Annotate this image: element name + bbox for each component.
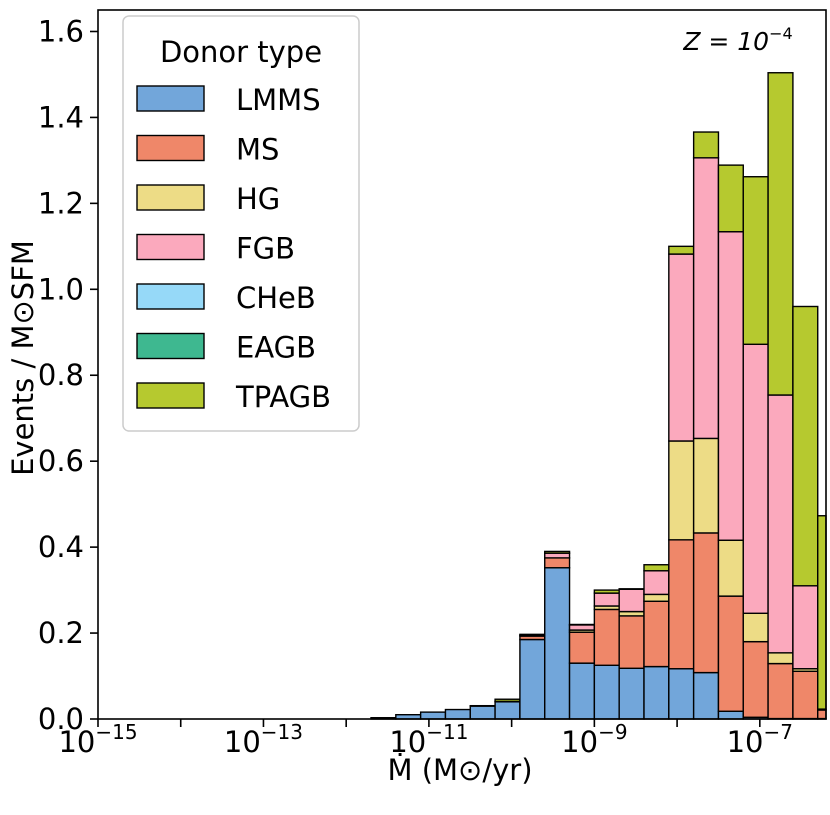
bar-lmms	[643, 665, 670, 720]
legend-title: Donor type	[160, 35, 322, 69]
legend-label-fgb: FGB	[236, 232, 295, 266]
bar-lmms	[419, 711, 447, 720]
legend-label-hg: HG	[236, 182, 280, 216]
bar-hg	[717, 539, 744, 597]
bar-fgb	[767, 394, 794, 654]
y-tick-label: 0.4	[38, 530, 84, 564]
bar-ms	[568, 631, 596, 664]
legend-swatch-lmms	[136, 85, 205, 112]
bar-ms	[717, 595, 744, 712]
bar-fgb	[643, 570, 670, 596]
legend-swatch-eagb	[136, 332, 205, 360]
bar-fgb	[742, 343, 769, 614]
axes-layer: 0.0 0.2 0.4 0.6 0.8 1.0 1.2 1.4 1.6 10−15 10−13 10−…	[38, 9, 827, 759]
bar-fgb	[568, 624, 596, 631]
bar-tpagb	[792, 305, 819, 587]
y-tick-label: 1.6	[38, 14, 84, 48]
legend-swatch-cheb	[136, 283, 205, 310]
bar-lmms	[519, 638, 546, 720]
bars-layer	[370, 72, 827, 720]
bar-tpagb	[692, 131, 720, 159]
annotation-exponent: −4	[769, 24, 793, 43]
bar-fgb	[593, 592, 620, 607]
bar-lmms	[692, 671, 720, 720]
x-tick-label: 10−15	[58, 720, 137, 759]
legend-label-tpagb: TPAGB	[235, 380, 331, 414]
bar-lmms	[717, 710, 744, 720]
bar-hg	[668, 440, 695, 541]
bar-ms	[767, 662, 794, 720]
bar-fgb	[717, 231, 744, 541]
bar-ms	[817, 709, 827, 720]
bar-tpagb	[717, 164, 744, 233]
bar-lmms	[618, 667, 645, 720]
bar-lmms	[469, 705, 496, 720]
x-axis-label: Ṁ (M⊙/yr)	[387, 753, 532, 787]
legend-label-ms: MS	[236, 133, 279, 167]
legend-label-cheb: CHeB	[236, 281, 316, 315]
bar-fgb	[692, 157, 720, 440]
bar-ms	[792, 670, 819, 720]
bar-tpagb	[668, 245, 695, 255]
bar-lmms	[494, 701, 521, 720]
legend-label-eagb: EAGB	[236, 331, 316, 365]
legend-frame	[122, 15, 360, 432]
bar-hg	[643, 593, 670, 602]
y-tick-label: 0.8	[38, 358, 84, 392]
legend-swatch-tpagb	[136, 382, 205, 409]
y-axis-label: Events / M⊙SFM	[6, 240, 40, 476]
x-tick-label: 10−9	[561, 720, 627, 759]
bar-hg	[692, 437, 720, 534]
legend-swatch-fgb	[136, 233, 205, 261]
bar-tpagb	[817, 515, 827, 710]
annotation: Z = 10−4	[682, 24, 792, 56]
legend-label-lmms: LMMS	[236, 83, 321, 117]
bar-lmms	[568, 662, 596, 720]
bar-lmms	[668, 668, 695, 720]
bar-ms	[544, 557, 571, 569]
bar-fgb	[792, 585, 819, 670]
y-tick-label: 1.0	[38, 272, 84, 306]
bar-ms	[618, 615, 645, 669]
y-tick-label: 1.4	[38, 100, 84, 134]
bar-hg	[767, 652, 794, 665]
bar-ms	[692, 532, 720, 674]
bar-tpagb	[519, 633, 546, 636]
bar-tpagb	[742, 176, 769, 346]
bar-lmms	[593, 664, 620, 720]
bar-ms	[643, 600, 670, 668]
bar-tpagb	[544, 550, 571, 554]
bar-ms	[668, 539, 695, 670]
legend-swatch-ms	[136, 134, 205, 162]
bar-fgb	[544, 552, 571, 559]
bar-tpagb	[593, 589, 620, 594]
bar-tpagb	[494, 698, 521, 703]
bar-hg	[742, 612, 769, 643]
y-tick-label: 0.2	[38, 616, 84, 650]
y-tick-label: 0.6	[38, 444, 84, 478]
legend-swatch-hg	[136, 184, 205, 211]
bar-tpagb	[643, 564, 670, 572]
bar-fgb	[618, 588, 645, 613]
bar-lmms	[544, 567, 571, 720]
bar-fgb	[668, 253, 695, 442]
annotation-text: Z = 10	[682, 27, 769, 56]
y-tick-label: 0.0	[38, 702, 84, 736]
y-tick-label: 1.2	[38, 186, 84, 220]
bar-tpagb	[767, 72, 794, 396]
bar-lmms	[444, 708, 471, 720]
legend: Donor type LMMS MS HG FGB CHeB EAGB TPAGB	[122, 15, 360, 432]
bar-ms	[593, 608, 620, 666]
x-tick-label: 10−11	[389, 720, 468, 759]
x-tick-label: 10−13	[224, 720, 303, 759]
bar-ms	[742, 640, 769, 718]
plot-frame	[97, 9, 827, 720]
x-tick-label: 10−7	[727, 720, 793, 759]
